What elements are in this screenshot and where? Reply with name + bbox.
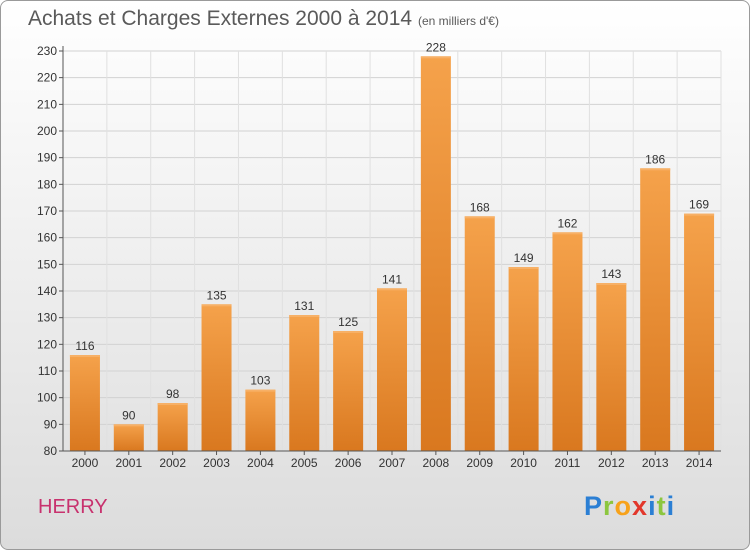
bar-value-label: 116: [75, 339, 94, 353]
y-tick-label: 160: [37, 231, 57, 245]
bar-highlight: [684, 213, 715, 216]
x-tick-label: 2005: [291, 456, 318, 470]
logo-letter: i: [648, 491, 657, 521]
x-tick-label: 2013: [642, 456, 669, 470]
commune-name: HERRY: [38, 496, 108, 518]
bar-highlight: [289, 315, 320, 317]
bar-highlight: [640, 168, 671, 171]
bar: [245, 389, 276, 451]
y-tick-label: 150: [37, 257, 57, 271]
bar-highlight: [201, 304, 232, 307]
bar-highlight: [420, 56, 451, 59]
logo-letter: P: [584, 491, 604, 521]
bar-highlight: [508, 267, 539, 269]
y-tick-label: 220: [37, 71, 57, 85]
y-tick-label: 80: [44, 444, 58, 458]
bar: [684, 213, 715, 451]
bar-value-label: 168: [470, 200, 490, 214]
logo-letter: o: [614, 491, 633, 521]
bar: [113, 424, 144, 451]
bar-value-label: 141: [382, 272, 402, 286]
logo-letter: r: [603, 491, 615, 521]
bars: 116 90 98 135 103 131 125 141 228 168 149 162 143 186…: [69, 40, 715, 452]
bar-highlight: [333, 331, 364, 333]
bar: [464, 216, 495, 451]
bar-value-label: 98: [166, 387, 180, 401]
bar-highlight: [552, 232, 583, 235]
y-tick-label: 90: [44, 417, 58, 431]
logo-letter: x: [632, 491, 649, 521]
bar-highlight: [113, 424, 144, 427]
y-tick-label: 180: [37, 177, 57, 191]
y-tick-label: 110: [38, 364, 57, 378]
bar-highlight: [157, 403, 188, 405]
x-tick-label: 2012: [598, 456, 625, 470]
bar: [289, 315, 320, 451]
bar-value-label: 149: [514, 251, 534, 265]
bar-highlight: [245, 389, 276, 392]
y-tick-label: 230: [37, 44, 57, 58]
x-tick-label: 2003: [203, 456, 230, 470]
bar: [201, 304, 232, 451]
bar-value-label: 125: [338, 315, 358, 329]
bar-value-label: 135: [207, 288, 227, 302]
bar-value-label: 103: [250, 374, 270, 388]
x-tick-label: 2001: [115, 456, 142, 470]
x-tick-label: 2004: [247, 456, 274, 470]
bar-value-label: 228: [426, 40, 446, 54]
y-tick-label: 200: [37, 124, 57, 138]
bar-value-label: 131: [294, 299, 314, 313]
axes: 8090100110120130140150160170180190200210…: [37, 44, 721, 470]
y-tick-label: 210: [37, 97, 57, 111]
bar-highlight: [377, 288, 407, 291]
bar-highlight: [69, 355, 100, 357]
y-tick-label: 120: [37, 337, 57, 351]
chart-title: Achats et Charges Externes 2000 à 2014: [28, 7, 413, 30]
bar-value-label: 143: [601, 267, 621, 281]
x-tick-label: 2007: [379, 456, 406, 470]
y-tick-label: 140: [37, 284, 57, 298]
bar-value-label: 169: [689, 198, 709, 212]
bar-value-label: 186: [645, 152, 665, 166]
y-tick-label: 130: [37, 311, 57, 325]
x-tick-label: 2010: [510, 456, 537, 470]
y-tick-label: 170: [37, 204, 57, 218]
x-tick-label: 2014: [686, 456, 713, 470]
x-tick-label: 2002: [159, 456, 186, 470]
bar-value-label: 162: [557, 216, 577, 230]
bar: [69, 355, 100, 451]
y-tick-label: 190: [37, 151, 57, 165]
logo-letter: i: [666, 491, 676, 521]
logo-letter: t: [656, 491, 667, 521]
chart-subtitle: (en milliers d'€): [418, 14, 499, 28]
bar: [377, 288, 407, 451]
bar: [596, 283, 627, 451]
x-tick-label: 2008: [423, 456, 450, 470]
bar: [333, 331, 364, 451]
bar: [640, 168, 671, 452]
bar-highlight: [596, 283, 627, 285]
bar-highlight: [464, 216, 495, 219]
bar-value-label: 90: [122, 408, 136, 422]
x-tick-label: 2006: [335, 456, 362, 470]
proxiti-logo[interactable]: Proxiti: [584, 491, 675, 522]
x-tick-label: 2011: [555, 456, 581, 470]
x-tick-label: 2000: [72, 456, 99, 470]
bar: [420, 56, 451, 451]
bar: [552, 232, 583, 451]
bar: [508, 267, 539, 451]
bar: [157, 403, 188, 451]
x-tick-label: 2009: [466, 456, 493, 470]
y-tick-label: 100: [37, 391, 57, 405]
